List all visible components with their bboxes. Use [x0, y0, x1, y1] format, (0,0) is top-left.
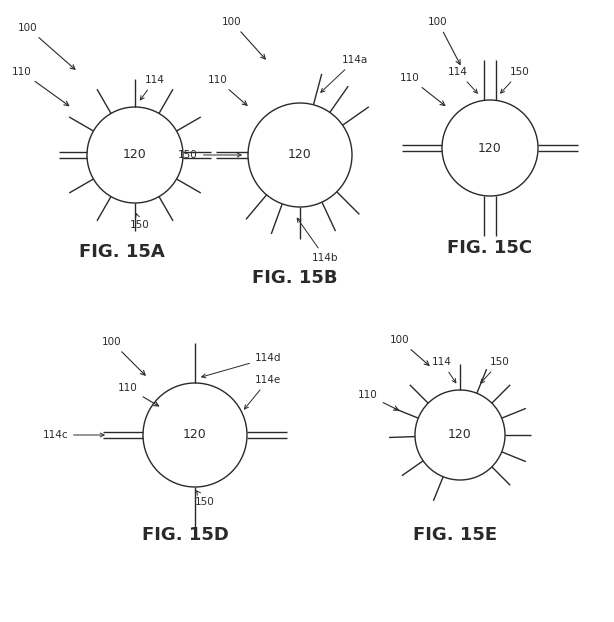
Text: 150: 150 [130, 214, 150, 230]
Text: 150: 150 [178, 150, 241, 160]
Text: 100: 100 [390, 335, 429, 365]
Text: 110: 110 [208, 75, 247, 105]
Text: 114: 114 [432, 357, 456, 383]
Text: 114b: 114b [297, 218, 338, 263]
Text: 110: 110 [400, 73, 445, 106]
Text: 120: 120 [288, 149, 312, 162]
Text: FIG. 15D: FIG. 15D [142, 526, 228, 544]
Text: 100: 100 [102, 337, 145, 375]
Text: 120: 120 [183, 429, 207, 442]
Text: 120: 120 [448, 429, 472, 442]
Text: 114: 114 [448, 67, 478, 93]
Text: 100: 100 [222, 17, 265, 59]
Text: FIG. 15B: FIG. 15B [252, 269, 338, 287]
Text: 114d: 114d [202, 353, 281, 378]
Text: 120: 120 [478, 141, 502, 154]
Text: 110: 110 [12, 67, 69, 106]
Text: 100: 100 [18, 23, 75, 69]
Text: FIG. 15E: FIG. 15E [413, 526, 497, 544]
Text: FIG. 15C: FIG. 15C [448, 239, 532, 257]
Text: 114: 114 [140, 75, 165, 100]
Text: 110: 110 [358, 390, 398, 410]
Text: 150: 150 [481, 357, 510, 383]
Text: 114a: 114a [321, 55, 368, 92]
Text: FIG. 15A: FIG. 15A [79, 243, 165, 261]
Text: 120: 120 [123, 149, 147, 162]
Text: 114c: 114c [42, 430, 104, 440]
Text: 150: 150 [195, 491, 215, 507]
Text: 100: 100 [428, 17, 460, 65]
Text: 110: 110 [118, 383, 158, 406]
Text: 150: 150 [500, 67, 530, 93]
Text: 114e: 114e [244, 375, 281, 409]
